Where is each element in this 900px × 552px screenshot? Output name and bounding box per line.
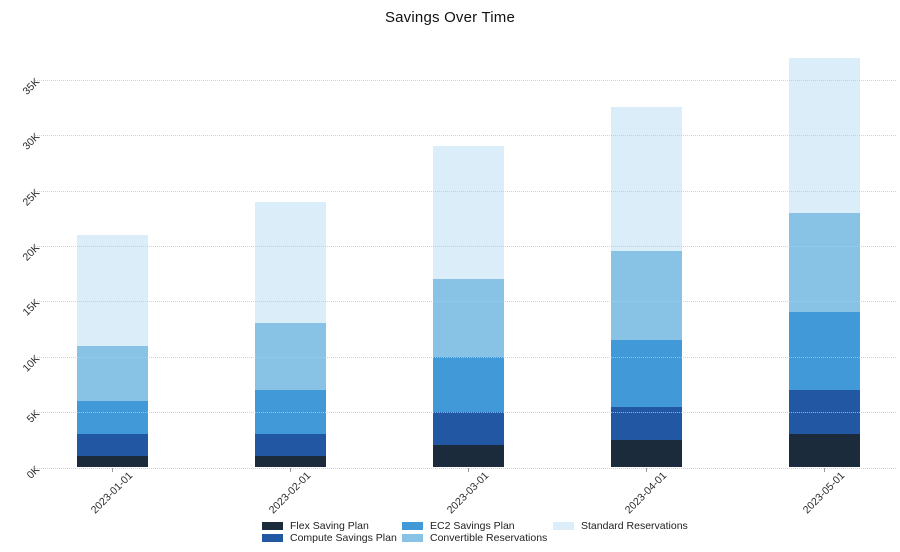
bar-segment[interactable] (432, 279, 504, 357)
x-axis-tick (823, 468, 825, 472)
legend-swatch (402, 534, 423, 542)
legend-swatch (553, 521, 574, 530)
bar-segment[interactable] (432, 445, 504, 468)
bar-segment[interactable] (788, 312, 860, 390)
legend-label: Flex Saving Plan (290, 519, 369, 532)
gridline (35, 79, 896, 81)
bar-segment[interactable] (254, 456, 326, 468)
legend-item[interactable]: Compute Savings Plan (262, 532, 397, 544)
bar-segment[interactable] (254, 434, 326, 457)
bar-segment[interactable] (432, 146, 504, 280)
legend-label: Convertible Reservations (430, 532, 548, 544)
bar-segment[interactable] (254, 389, 326, 435)
bar-segment[interactable] (788, 434, 860, 468)
x-axis-tick (111, 468, 113, 472)
bar-segment[interactable] (432, 356, 504, 413)
y-axis-label: 20K (20, 241, 43, 264)
bar-segment[interactable] (788, 212, 860, 313)
bar-segment[interactable] (254, 323, 326, 390)
chart-title: Savings Over Time (384, 9, 516, 26)
bar-segment[interactable] (76, 345, 148, 401)
legend-item[interactable]: EC2 Savings Plan (402, 519, 515, 532)
legend-label: Compute Savings Plan (290, 532, 397, 544)
legend-item[interactable]: Standard Reservations (553, 519, 688, 532)
bar-segment[interactable] (76, 456, 148, 468)
y-axis-label: 15K (20, 297, 43, 319)
bar-segment[interactable] (432, 412, 504, 446)
gridline (35, 135, 896, 137)
y-axis-label: 10K (20, 352, 43, 375)
bar-segment[interactable] (76, 434, 148, 457)
x-axis-tick (289, 468, 291, 472)
bar-segment[interactable] (254, 201, 326, 324)
bar-segment[interactable] (788, 57, 860, 213)
bar-segment[interactable] (610, 251, 682, 341)
y-axis-label: 5K (24, 407, 43, 426)
y-axis-label: 25K (20, 186, 43, 208)
gridline (35, 467, 896, 469)
bar-segment[interactable] (76, 401, 148, 435)
x-axis-tick (645, 468, 647, 472)
legend-swatch (402, 521, 423, 530)
y-axis-label: 0K (24, 463, 43, 481)
bar-segment[interactable] (610, 107, 682, 252)
legend-swatch (262, 521, 283, 530)
legend-item[interactable]: Flex Saving Plan (262, 519, 369, 532)
bar-segment[interactable] (788, 389, 860, 435)
legend-item[interactable]: Convertible Reservations (402, 532, 548, 544)
bar-segment[interactable] (610, 439, 682, 468)
x-axis-tick (467, 468, 469, 472)
y-axis-label: 30K (20, 130, 43, 153)
bar-segment[interactable] (610, 340, 682, 407)
legend-label: EC2 Savings Plan (430, 519, 515, 532)
legend-swatch (262, 534, 283, 542)
bar-segment[interactable] (610, 406, 682, 440)
y-axis-label: 35K (20, 75, 43, 98)
bar-segment[interactable] (76, 234, 148, 346)
legend-label: Standard Reservations (581, 519, 688, 532)
